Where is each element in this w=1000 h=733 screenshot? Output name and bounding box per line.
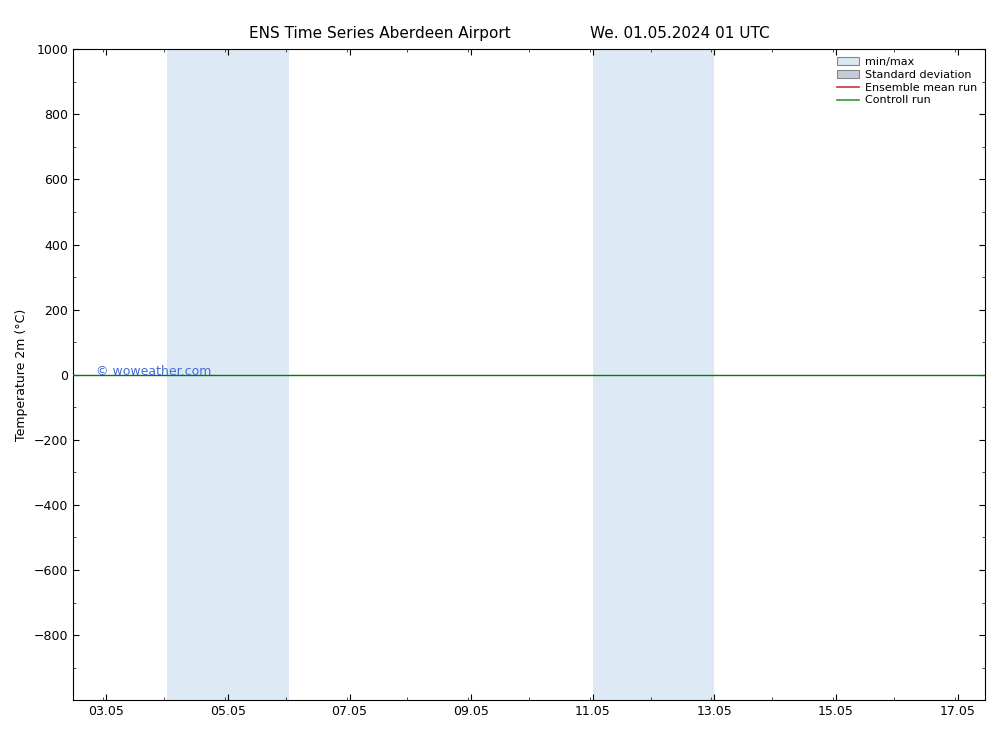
Y-axis label: Temperature 2m (°C): Temperature 2m (°C) — [15, 309, 28, 441]
Text: © woweather.com: © woweather.com — [96, 365, 211, 378]
Legend: min/max, Standard deviation, Ensemble mean run, Controll run: min/max, Standard deviation, Ensemble me… — [835, 55, 979, 108]
Text: We. 01.05.2024 01 UTC: We. 01.05.2024 01 UTC — [590, 26, 770, 40]
Bar — [167, 49, 289, 700]
Text: ENS Time Series Aberdeen Airport: ENS Time Series Aberdeen Airport — [249, 26, 511, 40]
Bar — [593, 49, 714, 700]
